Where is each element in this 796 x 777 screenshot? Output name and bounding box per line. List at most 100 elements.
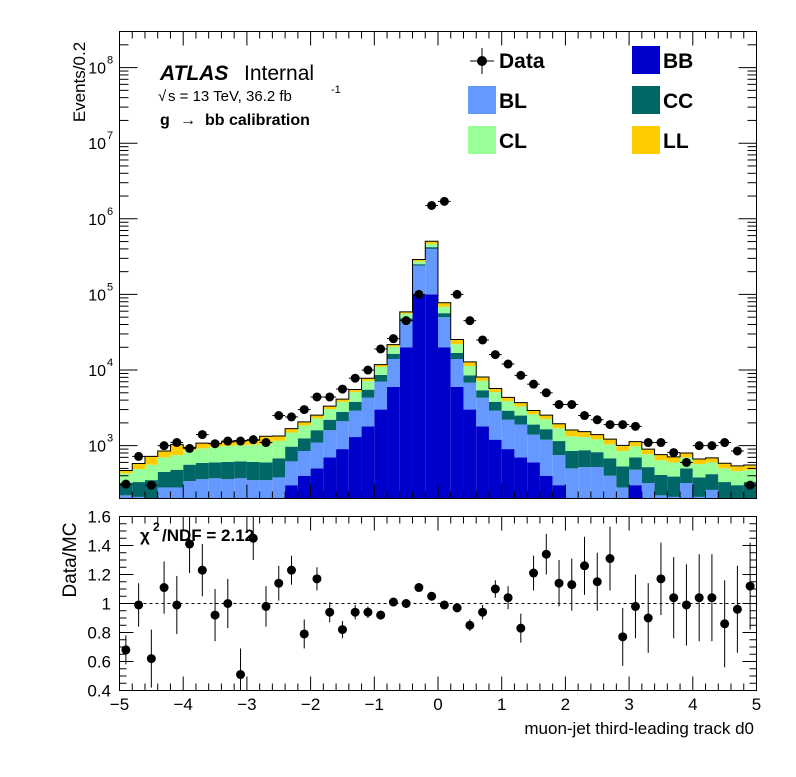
ratio-point	[312, 574, 322, 584]
data-point	[261, 438, 271, 448]
stack-bar-cc	[552, 441, 566, 456]
ratio-point	[643, 613, 653, 623]
ratio-y-axis: 0.4 0.6 0.8 1 1.2 1.4 1.6	[87, 508, 757, 701]
stack-bar-bl	[170, 487, 184, 499]
data-point	[134, 451, 144, 461]
stack-bar-ll	[731, 465, 744, 472]
stack-bar-ll	[654, 454, 668, 461]
stack-bar-cc	[501, 410, 515, 420]
ratio-point	[325, 607, 335, 617]
data-point	[185, 443, 195, 453]
ratio-x-tick-label: 4	[688, 695, 697, 714]
stack-bar-bb	[310, 468, 324, 499]
data-point	[427, 200, 437, 210]
ratio-x-tick-label: 2	[561, 695, 570, 714]
stack-bar-bl	[336, 421, 349, 450]
ratio-point	[363, 607, 373, 617]
stack-bar-cl	[119, 473, 133, 484]
data-point	[414, 289, 424, 299]
ratio-point	[146, 654, 156, 664]
ratio-x-tick-label: 1	[497, 695, 506, 714]
stack-bar-cc	[412, 264, 426, 266]
legend-swatch-bl	[468, 86, 496, 114]
ratio-point	[210, 610, 220, 620]
ratio-point	[720, 619, 730, 629]
stack-bar-cl	[463, 366, 477, 376]
stack-bar-cc	[476, 390, 489, 398]
ratio-point	[299, 629, 309, 639]
stack-bar-ll	[743, 464, 757, 470]
stack-bar-bb	[552, 485, 566, 499]
stack-bar-cl	[132, 469, 145, 483]
atlas-status: Internal	[244, 62, 314, 85]
stack-bar-cl	[425, 243, 438, 248]
stack-bar-bl	[603, 475, 617, 499]
stack-bar-bb	[501, 449, 515, 499]
ratio-point	[134, 600, 144, 610]
ratio-y-tick-label: 0.6	[87, 653, 111, 672]
ratio-x-tick-label: 5	[752, 695, 761, 714]
stack-bar-ll	[629, 441, 642, 447]
stack-bar-cc	[488, 401, 502, 411]
stack-bar-cc	[680, 468, 693, 484]
stack-bar-bl	[488, 410, 502, 440]
stack-bar-ll	[412, 259, 426, 262]
stack-bar-bl	[183, 481, 196, 499]
stack-bar-cc	[692, 477, 706, 497]
ratio-point	[669, 593, 679, 603]
stack-bar-ll	[488, 388, 502, 393]
stack-bar-ll	[144, 456, 158, 465]
stack-bar-bb	[463, 409, 477, 499]
stack-bar-cc	[718, 482, 732, 499]
stack-bar-ll	[425, 241, 438, 244]
stack-bar-bl	[501, 419, 515, 450]
stack-bar-cl	[629, 446, 642, 458]
stack-bar-bl	[539, 439, 553, 476]
ratio-y-tick-label: 1.4	[87, 537, 111, 556]
stack-bar-cc	[336, 411, 349, 422]
stack-bar-bb	[527, 462, 540, 499]
energy-text: s = 13 TeV, 36.2 fb	[168, 88, 292, 105]
ratio-y-tick-label: 1.2	[87, 566, 111, 585]
stack-bar-cl	[183, 450, 196, 465]
data-point	[465, 316, 475, 326]
stack-bar-cl	[654, 460, 668, 475]
stack-bar-cc	[221, 461, 235, 480]
ratio-point	[745, 581, 755, 591]
stack-bar-cc	[578, 450, 591, 468]
stack-bar-ll	[195, 443, 209, 449]
stack-bar-bl	[119, 495, 133, 499]
ratio-point	[236, 670, 246, 680]
ratio-y-axis-title: Data/MC	[60, 523, 81, 598]
stack-bar-ll	[680, 452, 693, 458]
stack-bar-bl	[387, 358, 400, 387]
ratio-point	[580, 561, 590, 571]
stack-bar-bb	[412, 294, 426, 499]
stack-bar-cc	[654, 474, 668, 496]
stack-bar-cl	[323, 409, 337, 420]
ratio-point	[656, 574, 666, 584]
ratio-point	[427, 591, 437, 601]
data-point	[732, 446, 742, 456]
stack-bar-cl	[310, 418, 324, 431]
data-point	[363, 365, 373, 375]
data-point	[210, 439, 220, 449]
stack-bar-cc	[348, 401, 362, 411]
stack-bar-cl	[539, 419, 553, 430]
stack-bar-ll	[399, 311, 413, 314]
legend-label-bl: BL	[499, 90, 527, 113]
stack-bar-cl	[157, 457, 171, 472]
data-point	[605, 420, 615, 430]
stack-bar-ll	[170, 444, 184, 456]
legend-label-bb: BB	[663, 50, 693, 73]
stack-bar-bl	[578, 467, 591, 499]
stack-bar-cl	[705, 462, 719, 475]
stack-bar-bl	[438, 317, 451, 348]
stack-bar-ll	[514, 402, 528, 407]
process-arrow: →	[180, 112, 196, 129]
ratio-point	[630, 601, 640, 611]
stack-bar-cc	[450, 352, 464, 359]
data-point	[172, 438, 182, 448]
stack-bar-cc	[157, 471, 171, 488]
